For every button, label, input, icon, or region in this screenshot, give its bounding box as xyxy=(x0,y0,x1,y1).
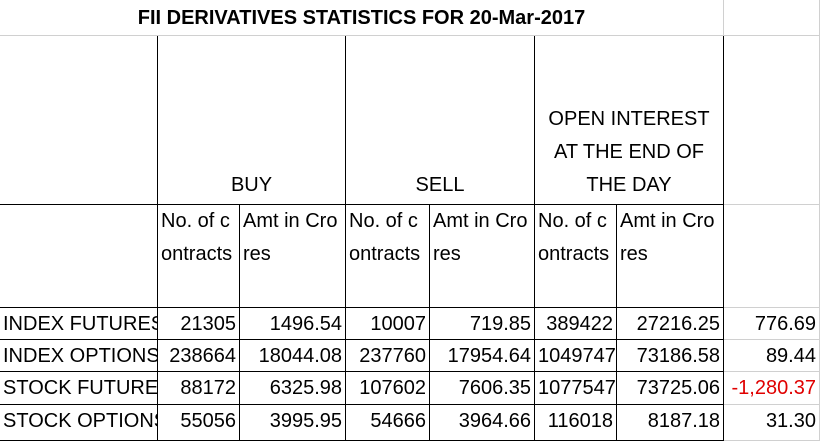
empty-cell xyxy=(724,36,820,205)
value-cell: 55056 xyxy=(158,405,240,441)
value-cell: 3964.66 xyxy=(430,405,535,441)
empty-cell xyxy=(724,205,820,308)
column-header: Amt in Crores xyxy=(617,205,724,308)
value-cell: 1049747 xyxy=(535,340,617,372)
value-cell: -1,280.37 xyxy=(724,372,820,405)
group-header: BUY xyxy=(158,36,346,205)
row-label: STOCK OPTIONS xyxy=(0,405,158,441)
empty-cell xyxy=(0,36,158,205)
value-cell: 389422 xyxy=(535,308,617,340)
row-label: INDEX FUTURES xyxy=(0,308,158,340)
column-header: No. of contracts xyxy=(535,205,617,308)
empty-cell xyxy=(724,0,820,36)
column-header: Amt in Crores xyxy=(240,205,346,308)
column-header: No. of contracts xyxy=(346,205,430,308)
value-cell: 1496.54 xyxy=(240,308,346,340)
value-cell: 719.85 xyxy=(430,308,535,340)
value-cell: 54666 xyxy=(346,405,430,441)
value-cell: 73186.58 xyxy=(617,340,724,372)
sheet-title: FII DERIVATIVES STATISTICS FOR 20-Mar-20… xyxy=(0,0,724,36)
value-cell: 27216.25 xyxy=(617,308,724,340)
value-cell: 7606.35 xyxy=(430,372,535,405)
row-label: INDEX OPTIONS xyxy=(0,340,158,372)
value-cell: 18044.08 xyxy=(240,340,346,372)
value-cell: 88172 xyxy=(158,372,240,405)
row-label: STOCK FUTURES xyxy=(0,372,158,405)
column-header: Amt in Crores xyxy=(430,205,535,308)
value-cell: 238664 xyxy=(158,340,240,372)
value-cell: 237760 xyxy=(346,340,430,372)
group-header: OPEN INTEREST AT THE END OF THE DAY xyxy=(535,36,724,205)
value-cell: 21305 xyxy=(158,308,240,340)
value-cell: 73725.06 xyxy=(617,372,724,405)
column-header: No. of contracts xyxy=(158,205,240,308)
value-cell: 6325.98 xyxy=(240,372,346,405)
value-cell: 1077547 xyxy=(535,372,617,405)
group-header: SELL xyxy=(346,36,535,205)
empty-cell xyxy=(0,205,158,308)
value-cell: 31.30 xyxy=(724,405,820,441)
value-cell: 10007 xyxy=(346,308,430,340)
value-cell: 107602 xyxy=(346,372,430,405)
value-cell: 8187.18 xyxy=(617,405,724,441)
value-cell: 116018 xyxy=(535,405,617,441)
value-cell: 3995.95 xyxy=(240,405,346,441)
value-cell: 17954.64 xyxy=(430,340,535,372)
value-cell: 89.44 xyxy=(724,340,820,372)
value-cell: 776.69 xyxy=(724,308,820,340)
